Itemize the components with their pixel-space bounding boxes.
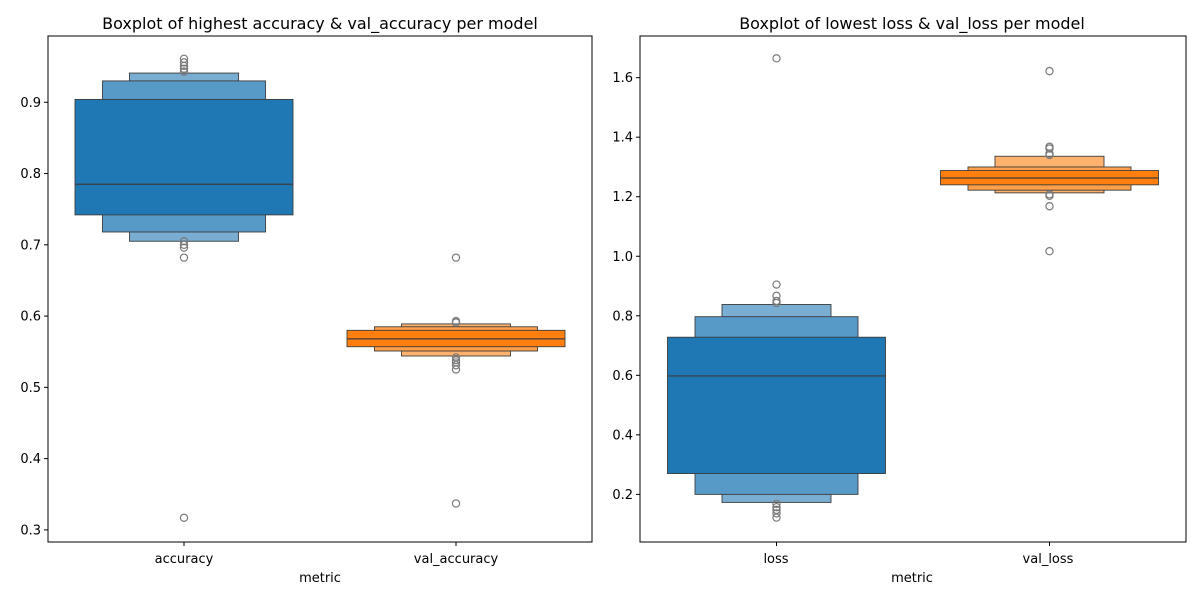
y-tick-label: 0.4 — [612, 428, 633, 443]
boxen-level-1 — [74, 98, 294, 216]
y-tick-label: 0.6 — [612, 369, 633, 384]
outlier-point — [179, 513, 189, 522]
outlier-point — [1045, 202, 1054, 211]
plot-frame — [47, 35, 593, 543]
outlier-point — [179, 237, 189, 246]
outlier-point — [1045, 246, 1054, 256]
y-tick-label: 1.6 — [612, 71, 633, 86]
y-tick-label: 1.0 — [612, 250, 633, 265]
loss-panel: Boxplot of lowest loss & val_loss per mo… — [612, 14, 1187, 586]
boxen-val-loss — [940, 66, 1159, 256]
outlier-point — [179, 58, 189, 67]
outlier-point — [1045, 191, 1054, 201]
outlier-point — [179, 61, 189, 71]
x-tick-label-accuracy: accuracy — [155, 552, 214, 567]
y-tick-label: 1.2 — [612, 190, 633, 205]
boxen-level-1 — [667, 336, 886, 474]
y-tick-label: 0.8 — [20, 167, 41, 182]
outlier-point — [451, 365, 461, 374]
y-tick-label: 0.4 — [20, 452, 41, 467]
y-tick-label: 0.5 — [20, 381, 41, 396]
y-tick-label: 1.4 — [612, 131, 633, 146]
x-tick-label-val-loss: val_loss — [1023, 552, 1074, 567]
boxen-loss — [667, 54, 886, 522]
outlier-point — [451, 353, 461, 362]
outlier-point — [772, 499, 781, 509]
y-tick-label: 0.8 — [612, 309, 633, 324]
loss-chart-title: Boxplot of lowest loss & val_loss per mo… — [739, 14, 1085, 34]
outlier-point — [451, 361, 461, 370]
boxen-val-accuracy — [346, 253, 566, 508]
outlier-point — [772, 280, 781, 289]
outlier-point — [451, 253, 461, 262]
outlier-point — [179, 240, 189, 250]
outlier-point — [772, 513, 781, 522]
y-tick-label: 0.9 — [20, 96, 41, 111]
outlier-point — [1045, 66, 1054, 76]
plot-frame — [639, 35, 1187, 543]
outlier-point — [772, 298, 781, 308]
accuracy-panel: Boxplot of highest accuracy & val_accura… — [20, 14, 593, 586]
y-tick-label: 0.2 — [612, 488, 633, 503]
x-tick-label-loss: loss — [763, 552, 788, 567]
outlier-point — [1045, 144, 1054, 153]
outlier-point — [772, 54, 781, 63]
boxen-accuracy — [74, 54, 294, 522]
outlier-point — [772, 502, 781, 512]
outlier-point — [179, 253, 189, 262]
outlier-point — [451, 499, 461, 508]
outlier-point — [772, 509, 781, 518]
loss-x-axis-label: metric — [891, 571, 933, 586]
y-tick-label: 0.3 — [20, 523, 41, 538]
accuracy-x-axis-label: metric — [299, 571, 341, 586]
y-tick-label: 0.6 — [20, 310, 41, 325]
outlier-point — [451, 318, 461, 327]
accuracy-chart-title: Boxplot of highest accuracy & val_accura… — [102, 14, 538, 34]
y-tick-label: 0.7 — [20, 238, 41, 253]
outlier-point — [179, 64, 189, 73]
x-tick-label-val-accuracy: val_accuracy — [414, 552, 499, 567]
outlier-point — [1045, 150, 1054, 160]
outlier-point — [179, 67, 189, 76]
outlier-point — [179, 243, 189, 252]
